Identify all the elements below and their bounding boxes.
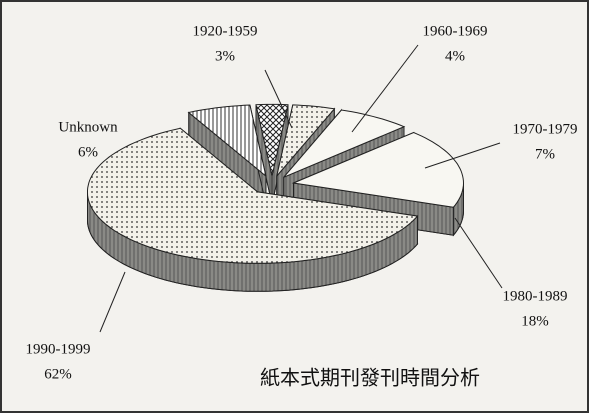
value-label: 3%: [215, 48, 235, 64]
pie: [87, 103, 465, 292]
slice: [276, 104, 336, 177]
category-label: 1960-1969: [423, 23, 488, 39]
slice: [87, 127, 419, 264]
value-label: 18%: [521, 313, 549, 329]
category-label: 1990-1999: [26, 341, 91, 357]
category-label: 1920-1959: [193, 23, 258, 39]
chart-title: 紙本式期刊發刊時間分析: [260, 367, 480, 390]
leader-line: [454, 217, 503, 289]
category-label: 1980-1989: [503, 288, 568, 304]
value-label: 62%: [44, 366, 72, 382]
slice: [291, 131, 465, 208]
value-label: 6%: [78, 144, 98, 160]
leader-line: [351, 44, 419, 133]
labels: Unknown 6% 1920-1959 3% 1960-1969 4% 1970-1979…: [26, 23, 578, 382]
leader-line: [424, 142, 501, 169]
leader-line: [264, 69, 293, 129]
value-label: 7%: [535, 146, 555, 162]
category-label: Unknown: [58, 119, 118, 135]
slice: [283, 109, 406, 178]
leader-line: [99, 271, 126, 333]
category-label: 1970-1979: [513, 121, 578, 137]
slice: [255, 103, 289, 176]
slice: [187, 104, 267, 178]
value-label: 4%: [445, 48, 465, 64]
